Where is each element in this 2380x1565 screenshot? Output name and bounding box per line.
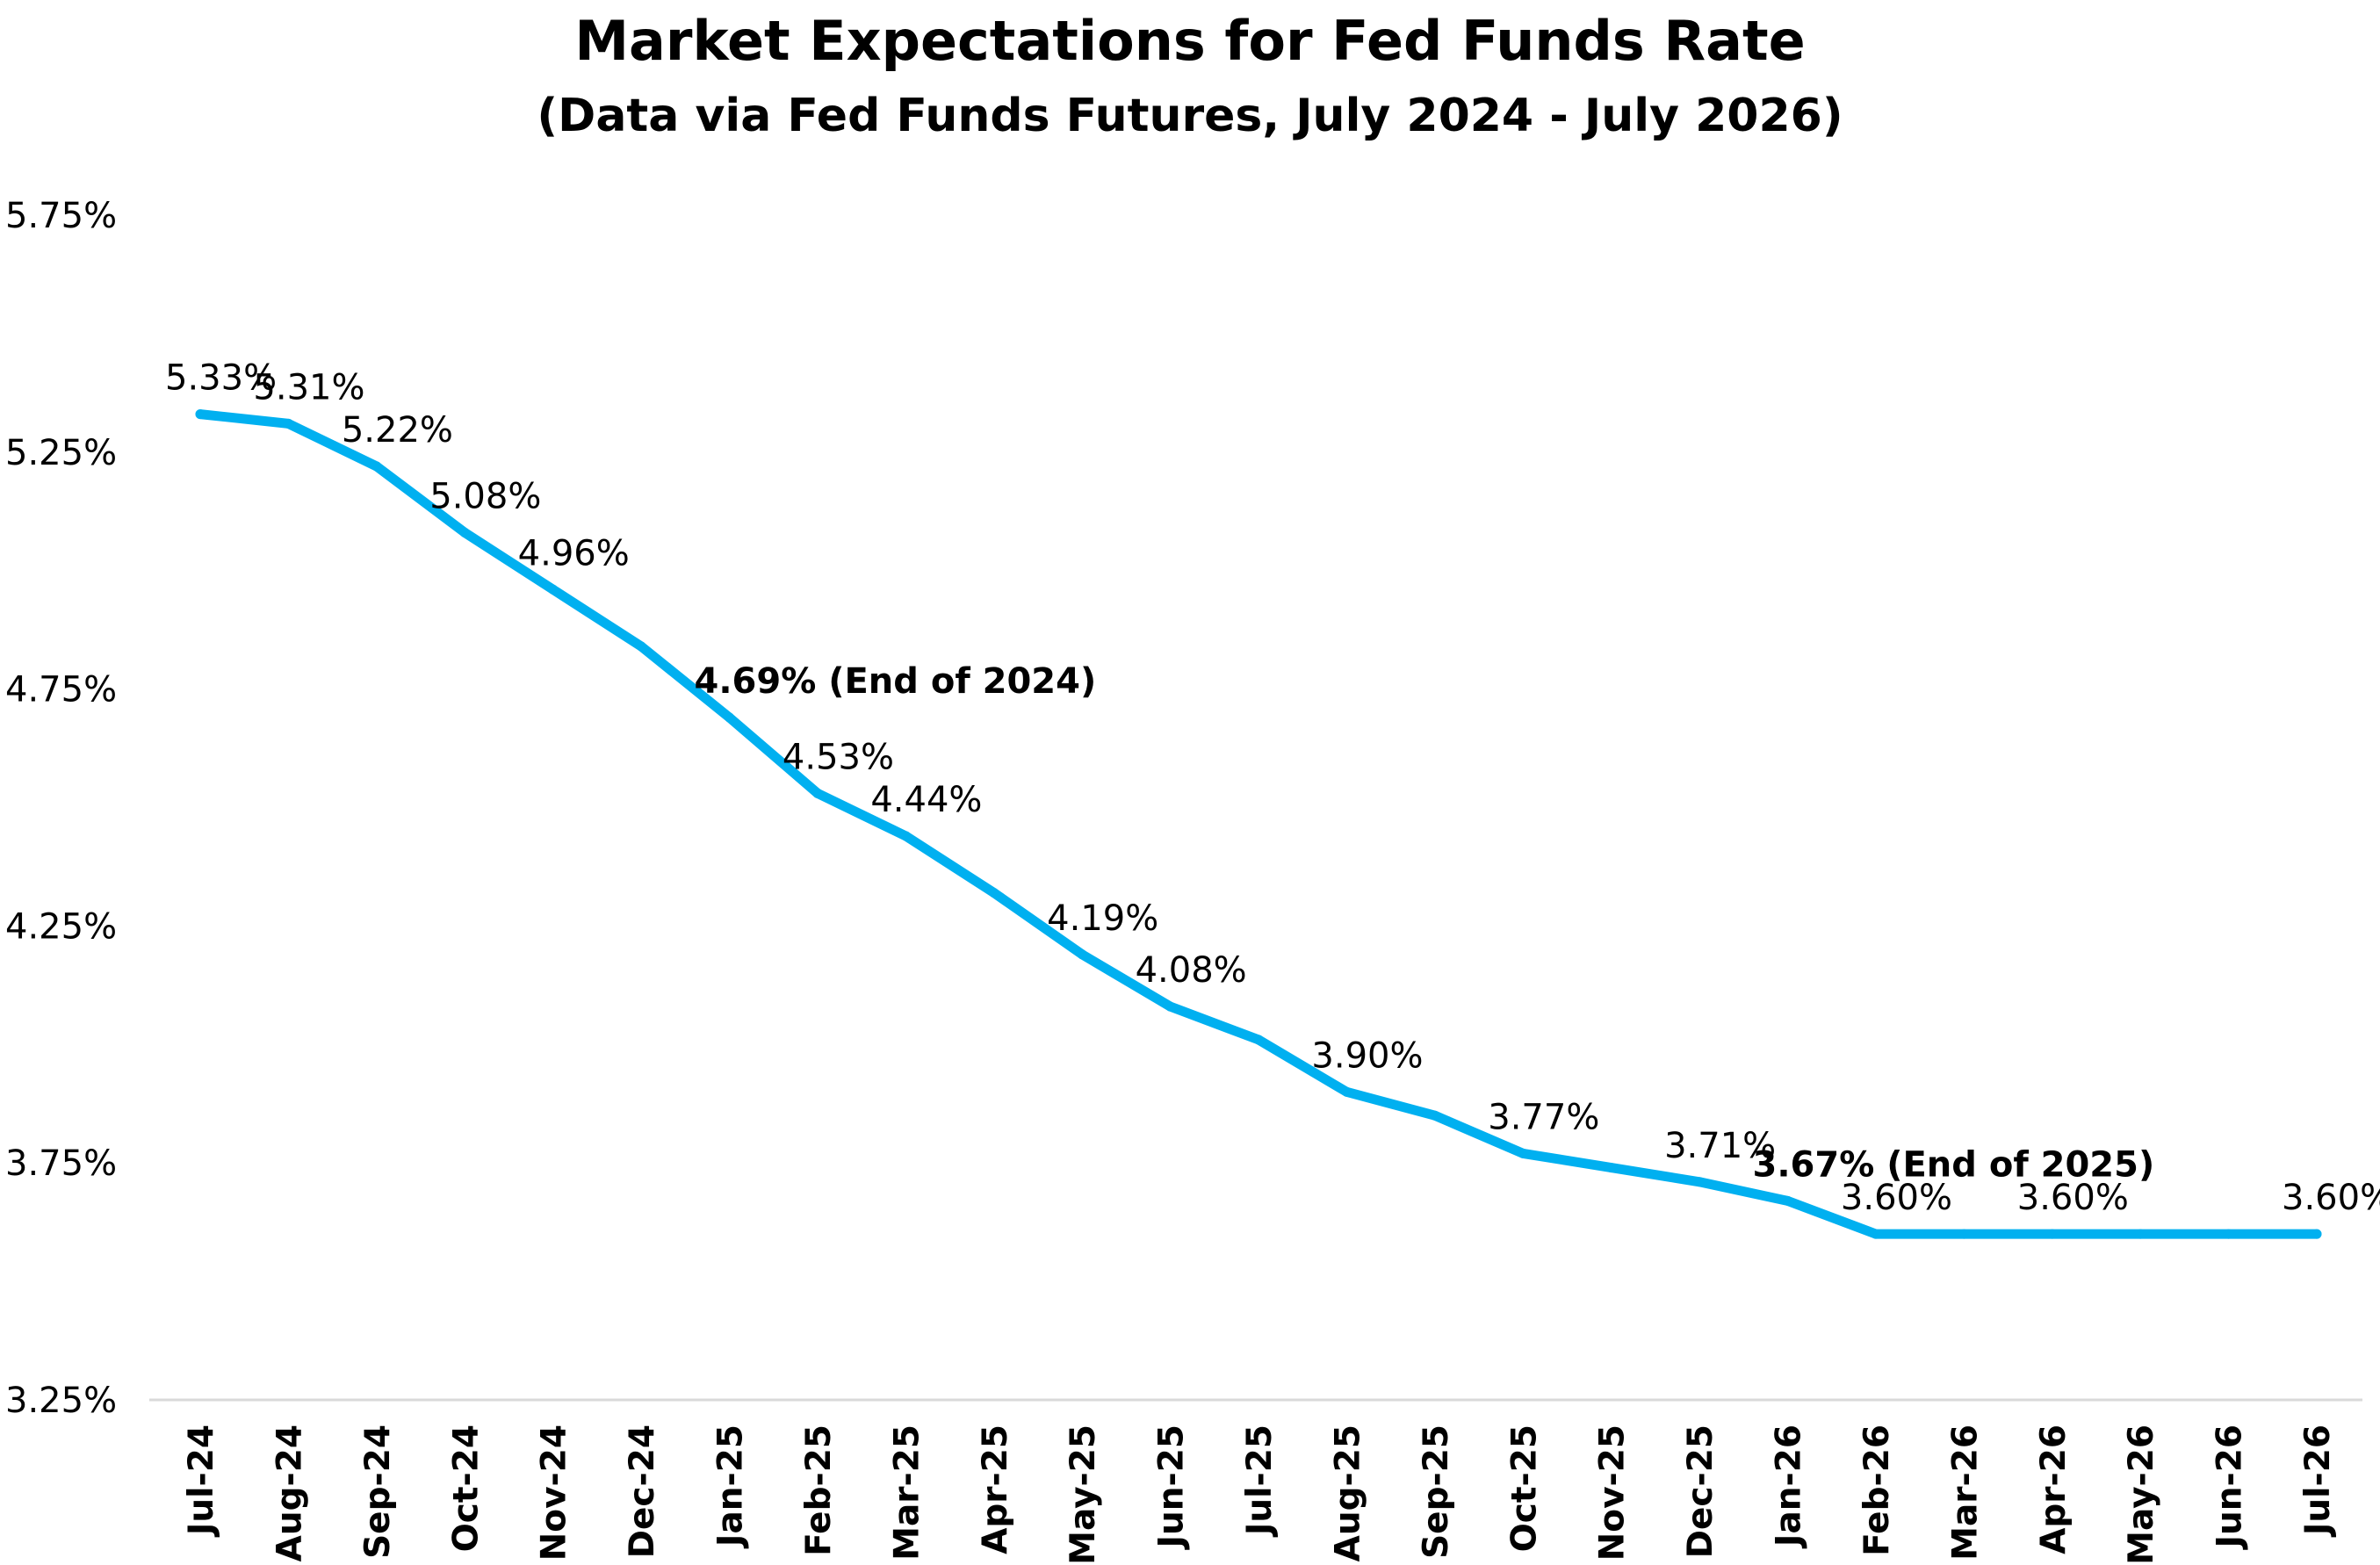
data-point (548, 584, 559, 595)
data-label: 3.60% (2282, 1178, 2380, 1218)
data-label: 3.60% (2017, 1178, 2129, 1218)
y-tick-label: 4.25% (5, 906, 117, 947)
y-tick-label: 4.75% (5, 670, 117, 710)
data-label: 4.44% (870, 780, 982, 820)
y-tick-label: 5.25% (5, 433, 117, 473)
data-labels: 5.33%5.31%5.22% 5.08% 4.96% 4.69% (End of 2… (165, 358, 2380, 1219)
data-point (1606, 1163, 1617, 1173)
x-tick-label: Apr-25 (976, 1424, 1015, 1554)
x-tick-label: Mar-25 (887, 1424, 927, 1561)
data-point (459, 528, 470, 538)
data-point (1430, 1110, 1440, 1121)
x-tick-label: Nov-25 (1593, 1424, 1633, 1561)
data-point (989, 888, 999, 898)
data-label: 3.90% (1311, 1035, 1423, 1076)
data-point (1694, 1177, 1705, 1187)
x-tick-label: Sep-24 (358, 1424, 398, 1559)
x-tick-label: Aug-25 (1328, 1424, 1367, 1561)
data-point (2224, 1229, 2234, 1239)
data-label: 3.60% (1841, 1178, 1952, 1218)
data-point (2047, 1229, 2058, 1239)
x-tick-label: Dec-24 (623, 1424, 662, 1558)
x-tick-label: Jul-26 (2298, 1424, 2338, 1538)
y-tick-label: 5.75% (5, 196, 117, 236)
x-tick-label: Jul-24 (182, 1424, 221, 1538)
data-label: 3.77% (1488, 1097, 1599, 1137)
data-point (283, 418, 293, 429)
x-axis: Jul-24 Aug-24 Sep-24 Oct-24 Nov-24 Dec-24 Jan-… (149, 1398, 2362, 1565)
x-tick-label: Oct-25 (1504, 1424, 1544, 1552)
x-tick-label: Feb-26 (1857, 1424, 1897, 1556)
x-tick-label: Apr-26 (2034, 1424, 2073, 1554)
x-tick-label: May-26 (2122, 1424, 2161, 1565)
x-tick-label: Nov-24 (535, 1424, 574, 1561)
data-point (1341, 1086, 1352, 1097)
data-point (812, 788, 823, 798)
data-label: 5.31% (253, 367, 364, 407)
data-point (371, 461, 382, 472)
data-point (1165, 1001, 1176, 1012)
data-point (1518, 1148, 1528, 1158)
chart-heading: Market Expectations for Fed Funds Rate (… (0, 0, 2380, 146)
data-point (725, 712, 734, 723)
x-tick-label: Jun-25 (1152, 1424, 1192, 1551)
series-group (195, 409, 2322, 1239)
data-point (636, 641, 646, 652)
data-point (1871, 1229, 1881, 1239)
y-axis: 3.25% 3.75% 4.25% 4.75% 5.25% 5.75% (5, 196, 117, 1421)
data-label: 3.71% (1664, 1126, 1776, 1166)
data-label: 4.08% (1136, 950, 1247, 991)
y-tick-label: 3.25% (5, 1381, 117, 1421)
x-tick-label: Aug-24 (270, 1424, 309, 1561)
x-tick-label: Jul-25 (1240, 1424, 1280, 1538)
data-label: 4.96% (518, 533, 630, 573)
x-tick-label: May-25 (1064, 1424, 1103, 1565)
x-tick-label: Jun-26 (2211, 1424, 2250, 1551)
data-label: 4.69% (End of 2024) (695, 661, 1097, 702)
data-point (1958, 1229, 1969, 1239)
data-point (2311, 1229, 2322, 1239)
data-label: 4.19% (1047, 898, 1158, 939)
x-tick-label: Mar-26 (1945, 1424, 1985, 1561)
data-label: 5.08% (429, 477, 541, 517)
data-point (900, 831, 911, 841)
x-tick-label: Jan-25 (711, 1424, 751, 1549)
data-point (2135, 1229, 2146, 1239)
x-tick-label: Jan-26 (1770, 1424, 1809, 1549)
data-label: 5.33% (165, 358, 277, 399)
x-tick-label: Sep-25 (1417, 1424, 1456, 1559)
y-tick-label: 3.75% (5, 1143, 117, 1184)
data-point (195, 409, 206, 420)
chart-subtitle: (Data via Fed Funds Futures, July 2024 -… (537, 90, 1843, 142)
x-tick-label: Dec-25 (1681, 1424, 1720, 1558)
data-point (1783, 1195, 1792, 1206)
data-label: 5.22% (342, 410, 453, 451)
chart-title: Market Expectations for Fed Funds Rate (574, 9, 1806, 73)
data-point (1077, 949, 1087, 960)
x-tick-label: Oct-24 (446, 1424, 486, 1552)
x-tick-label: Feb-25 (799, 1424, 839, 1556)
data-point (1253, 1035, 1264, 1045)
data-label: 3.67% (End of 2025) (1753, 1144, 2155, 1185)
data-label: 4.53% (783, 737, 894, 777)
